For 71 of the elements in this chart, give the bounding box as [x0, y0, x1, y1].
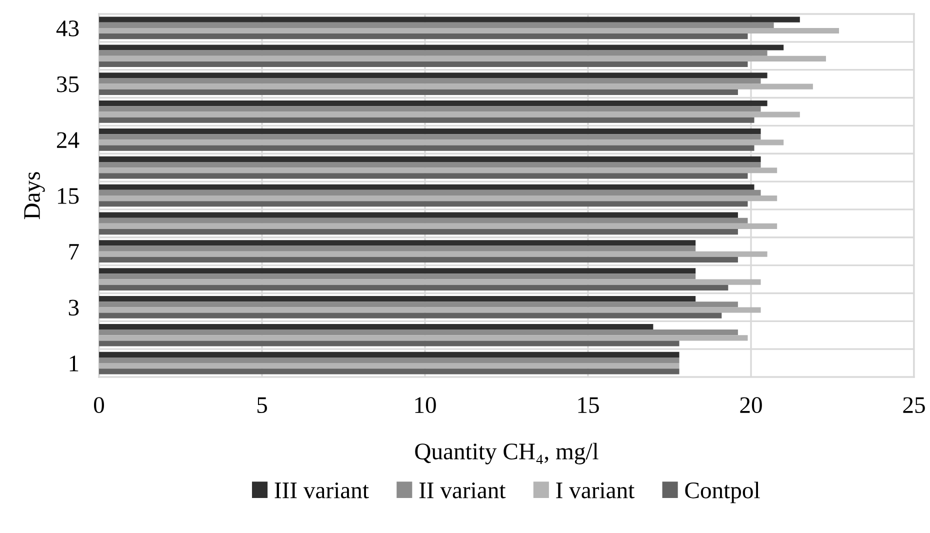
- y-tick-label: 15: [58, 188, 79, 204]
- bar: [99, 173, 748, 179]
- x-tick-label: 0: [94, 397, 104, 414]
- bar: [99, 190, 761, 196]
- bar: [99, 61, 748, 68]
- x-tick-label: 5: [257, 397, 267, 414]
- bar: [99, 50, 768, 56]
- bar: [99, 340, 680, 346]
- bar: [99, 368, 680, 374]
- bar: [99, 324, 654, 330]
- y-tick-label: 1: [70, 356, 78, 372]
- x-tick-label: 25: [903, 397, 925, 414]
- bar: [99, 140, 784, 146]
- y-tick-label: 3: [68, 300, 79, 316]
- x-tick-label: 20: [740, 397, 762, 414]
- bar: [99, 128, 761, 134]
- bar: [99, 201, 748, 207]
- bar: [99, 246, 696, 252]
- y-axis-title: Days: [24, 172, 45, 220]
- bar: [99, 357, 680, 364]
- x-tick-label: 15: [578, 397, 599, 414]
- x-tick-label: 10: [415, 397, 436, 414]
- bar: [99, 106, 761, 112]
- bar: [99, 223, 778, 230]
- y-tick-label: 35: [57, 76, 79, 92]
- bar: [99, 212, 738, 218]
- bar: [99, 284, 728, 290]
- y-tick-label: 24: [56, 132, 80, 148]
- bar: [99, 312, 722, 318]
- bar: [99, 279, 761, 285]
- bar: [99, 184, 754, 190]
- bar: [99, 112, 800, 118]
- bar: [99, 100, 768, 106]
- bar: [99, 162, 761, 168]
- legend-label: II variant: [419, 482, 506, 498]
- bar: [99, 274, 696, 280]
- bar: [99, 296, 696, 302]
- bar: [99, 196, 778, 202]
- bar: [99, 268, 696, 274]
- bar: [99, 44, 784, 50]
- bar: [99, 16, 800, 22]
- legend-label: I variant: [556, 482, 635, 498]
- x-axis-title: Quantity CH₄, mg/l: [415, 442, 598, 464]
- bar: [99, 218, 748, 224]
- bar: [99, 145, 754, 151]
- bar: [99, 84, 813, 90]
- bar: [99, 335, 748, 341]
- bar: [99, 34, 748, 40]
- y-tick-label: 43: [56, 20, 79, 36]
- bar: [99, 156, 761, 162]
- bar: [99, 89, 738, 95]
- bar: [99, 72, 768, 78]
- bar: [99, 22, 774, 28]
- bar: [99, 28, 840, 34]
- bar: [99, 307, 761, 313]
- bar: [99, 330, 738, 336]
- legend-label: III variant: [274, 482, 369, 498]
- bar: [99, 56, 826, 62]
- bar: [99, 229, 738, 235]
- bar: [99, 302, 738, 308]
- bar: [99, 256, 738, 263]
- legend-label: Contpol: [685, 482, 760, 504]
- bar: [99, 251, 768, 257]
- bar: [99, 240, 696, 246]
- bar: [99, 168, 778, 174]
- bar: [99, 117, 754, 123]
- bar: [99, 363, 680, 369]
- y-tick-label: 7: [69, 244, 79, 260]
- bar: [99, 134, 761, 140]
- bar: [99, 352, 680, 358]
- bar: [99, 78, 761, 84]
